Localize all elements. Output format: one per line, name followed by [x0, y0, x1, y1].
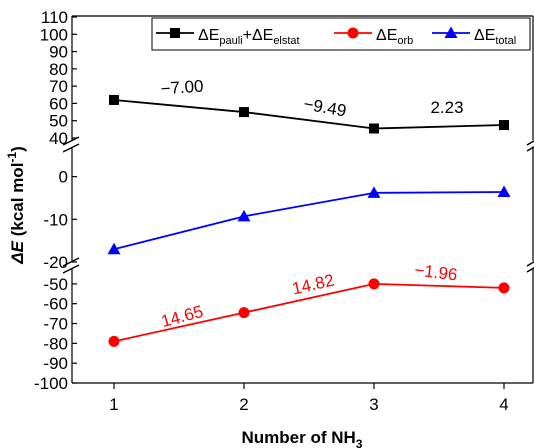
legend-label: ΔEtotal [474, 27, 516, 47]
y-axis-title-symbol: ΔE [8, 240, 27, 264]
y-tick-label: -60 [43, 295, 68, 314]
y-tick-label: -80 [43, 334, 68, 353]
y-tick-label: 40 [49, 129, 68, 148]
data-point [497, 185, 511, 197]
legend: ΔEpauli+ΔEelstat ΔEorb ΔEtotal [151, 17, 531, 51]
segment-annotation: −1.96 [413, 260, 458, 284]
legend-box [151, 17, 531, 51]
x-tick-label: 2 [239, 395, 248, 414]
axis-break-lower-stroke-b [62, 264, 80, 274]
legend-marker [347, 27, 359, 39]
axis-break-lower-gap-right [529, 261, 534, 269]
legend-label: ΔEpauli+ΔEelstat [198, 27, 300, 47]
y-tick-label: -50 [43, 275, 68, 294]
data-point [239, 107, 249, 118]
y-tick-label: -90 [43, 354, 68, 373]
axis-break-upper-stroke-right-b [526, 145, 534, 152]
y-tick-label: 110 [41, 8, 68, 27]
data-point [498, 282, 510, 294]
y-tick-label: 50 [49, 112, 68, 131]
y-tick-label: 90 [49, 43, 68, 62]
x-axis-title-text: Number of NH [242, 428, 356, 447]
y-tick-label: -70 [43, 315, 68, 334]
y-tick-label: 80 [49, 60, 68, 79]
legend-label-text: ΔE [376, 27, 397, 44]
x-tick-label: 4 [499, 395, 508, 414]
data-point [499, 120, 509, 131]
data-point [108, 335, 120, 347]
data-point [369, 123, 379, 134]
legend-marker [444, 26, 458, 38]
legend-label-text: ΔE [474, 27, 495, 44]
y-tick-label: 100 [40, 25, 68, 44]
series-line [113, 99, 505, 130]
legend-label-subscript: elstat [273, 35, 299, 47]
legend-label-subscript: total [495, 35, 516, 47]
axis-break-upper-gap-right [529, 140, 534, 148]
x-tick-label: 1 [109, 395, 118, 414]
x-tick-label: 3 [369, 395, 378, 414]
axis-break-upper-stroke-b [62, 143, 80, 153]
y-tick-label: -10 [43, 210, 68, 229]
axis-break-lower-stroke-a [62, 257, 80, 267]
y-tick-label: 70 [49, 77, 68, 96]
y-axis-title-superscript: -1 [5, 152, 19, 163]
segment-annotation: −9.49 [302, 94, 348, 120]
axis-break-upper-stroke-right-a [526, 139, 534, 146]
y-tick-label: -100 [34, 374, 68, 393]
legend-label-subscript: orb [397, 35, 413, 47]
series-0 [109, 94, 509, 134]
series-2 [107, 185, 511, 255]
y-axis-title-unit: (kcal mol [8, 163, 27, 241]
y-tick-label: 0 [59, 168, 68, 187]
legend-label-text: ΔE [198, 27, 219, 44]
axis-break-lower-stroke-right-a [526, 260, 534, 267]
axis-break-lower-gap [64, 261, 80, 269]
data-point [107, 242, 121, 255]
data-point [109, 94, 119, 105]
y-axis-title: ΔE (kcal mol-1) [5, 146, 27, 265]
series-line [113, 191, 505, 251]
data-point [367, 186, 381, 198]
segment-annotation: −7.00 [160, 77, 204, 99]
segment-annotation: 2.23 [430, 98, 463, 117]
x-axis-title: Number of NH3 [242, 428, 363, 448]
legend-label-text: +ΔE [243, 27, 274, 44]
axis-break-upper-gap [64, 140, 80, 148]
legend-label: ΔEorb [376, 27, 413, 47]
y-tick-label: -20 [43, 253, 68, 272]
axis-break-lower-stroke-right-b [526, 266, 534, 273]
y-tick-label: 60 [49, 94, 68, 113]
y-axis-title-close: ) [8, 146, 27, 152]
data-point [368, 278, 380, 290]
series-line [113, 282, 505, 343]
data-point [238, 307, 250, 319]
legend-marker [170, 28, 180, 38]
series-1 [108, 278, 510, 347]
legend-label-subscript: pauli [219, 35, 242, 47]
data-point [237, 209, 251, 222]
x-axis-title-subscript: 3 [356, 437, 363, 448]
